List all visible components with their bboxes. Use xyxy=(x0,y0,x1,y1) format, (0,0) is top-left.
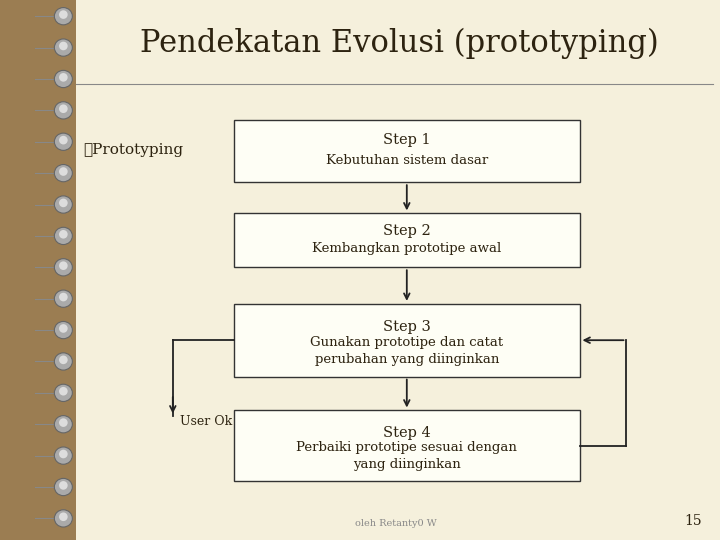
Ellipse shape xyxy=(55,416,73,433)
Ellipse shape xyxy=(59,512,68,521)
Ellipse shape xyxy=(59,199,68,207)
Ellipse shape xyxy=(59,355,68,364)
Ellipse shape xyxy=(55,353,73,370)
Text: Pendekatan Evolusi (prototyping): Pendekatan Evolusi (prototyping) xyxy=(140,28,659,59)
Ellipse shape xyxy=(59,230,68,239)
Ellipse shape xyxy=(59,324,68,333)
FancyBboxPatch shape xyxy=(234,303,580,377)
Ellipse shape xyxy=(55,165,73,182)
Ellipse shape xyxy=(55,102,73,119)
Text: User Ok: User Ok xyxy=(180,415,233,428)
Ellipse shape xyxy=(55,70,73,87)
Ellipse shape xyxy=(55,321,73,339)
Ellipse shape xyxy=(59,104,68,113)
Ellipse shape xyxy=(59,136,68,144)
Text: ④Prototyping: ④Prototyping xyxy=(83,143,183,157)
Ellipse shape xyxy=(59,10,68,19)
Text: Perbaiki prototipe sesuai dengan
yang diinginkan: Perbaiki prototipe sesuai dengan yang di… xyxy=(297,441,517,471)
Ellipse shape xyxy=(59,418,68,427)
Ellipse shape xyxy=(59,261,68,270)
Ellipse shape xyxy=(59,450,68,458)
Text: 15: 15 xyxy=(685,514,702,528)
Ellipse shape xyxy=(55,447,73,464)
Ellipse shape xyxy=(55,510,73,527)
FancyBboxPatch shape xyxy=(234,213,580,267)
Text: Kebutuhan sistem dasar: Kebutuhan sistem dasar xyxy=(325,154,488,167)
Ellipse shape xyxy=(59,481,68,490)
Ellipse shape xyxy=(59,387,68,395)
Ellipse shape xyxy=(55,384,73,402)
Ellipse shape xyxy=(59,293,68,301)
FancyBboxPatch shape xyxy=(234,120,580,183)
Ellipse shape xyxy=(55,133,73,150)
Text: Kembangkan prototipe awal: Kembangkan prototipe awal xyxy=(312,242,501,255)
Ellipse shape xyxy=(55,39,73,56)
Bar xyxy=(0,0,76,540)
Text: Gunakan prototipe dan catat
perubahan yang diinginkan: Gunakan prototipe dan catat perubahan ya… xyxy=(310,336,503,366)
Text: Step 3: Step 3 xyxy=(383,320,431,334)
Ellipse shape xyxy=(59,73,68,82)
Text: oleh Retanty0 W: oleh Retanty0 W xyxy=(355,519,437,528)
Ellipse shape xyxy=(59,42,68,50)
Ellipse shape xyxy=(55,227,73,245)
Ellipse shape xyxy=(59,167,68,176)
Text: Step 2: Step 2 xyxy=(383,224,431,238)
Ellipse shape xyxy=(55,478,73,496)
Text: Step 1: Step 1 xyxy=(383,133,431,147)
Ellipse shape xyxy=(55,8,73,25)
Text: Step 4: Step 4 xyxy=(383,426,431,440)
Bar xyxy=(76,0,720,540)
FancyBboxPatch shape xyxy=(234,410,580,481)
Ellipse shape xyxy=(55,196,73,213)
Ellipse shape xyxy=(55,290,73,307)
Ellipse shape xyxy=(55,259,73,276)
